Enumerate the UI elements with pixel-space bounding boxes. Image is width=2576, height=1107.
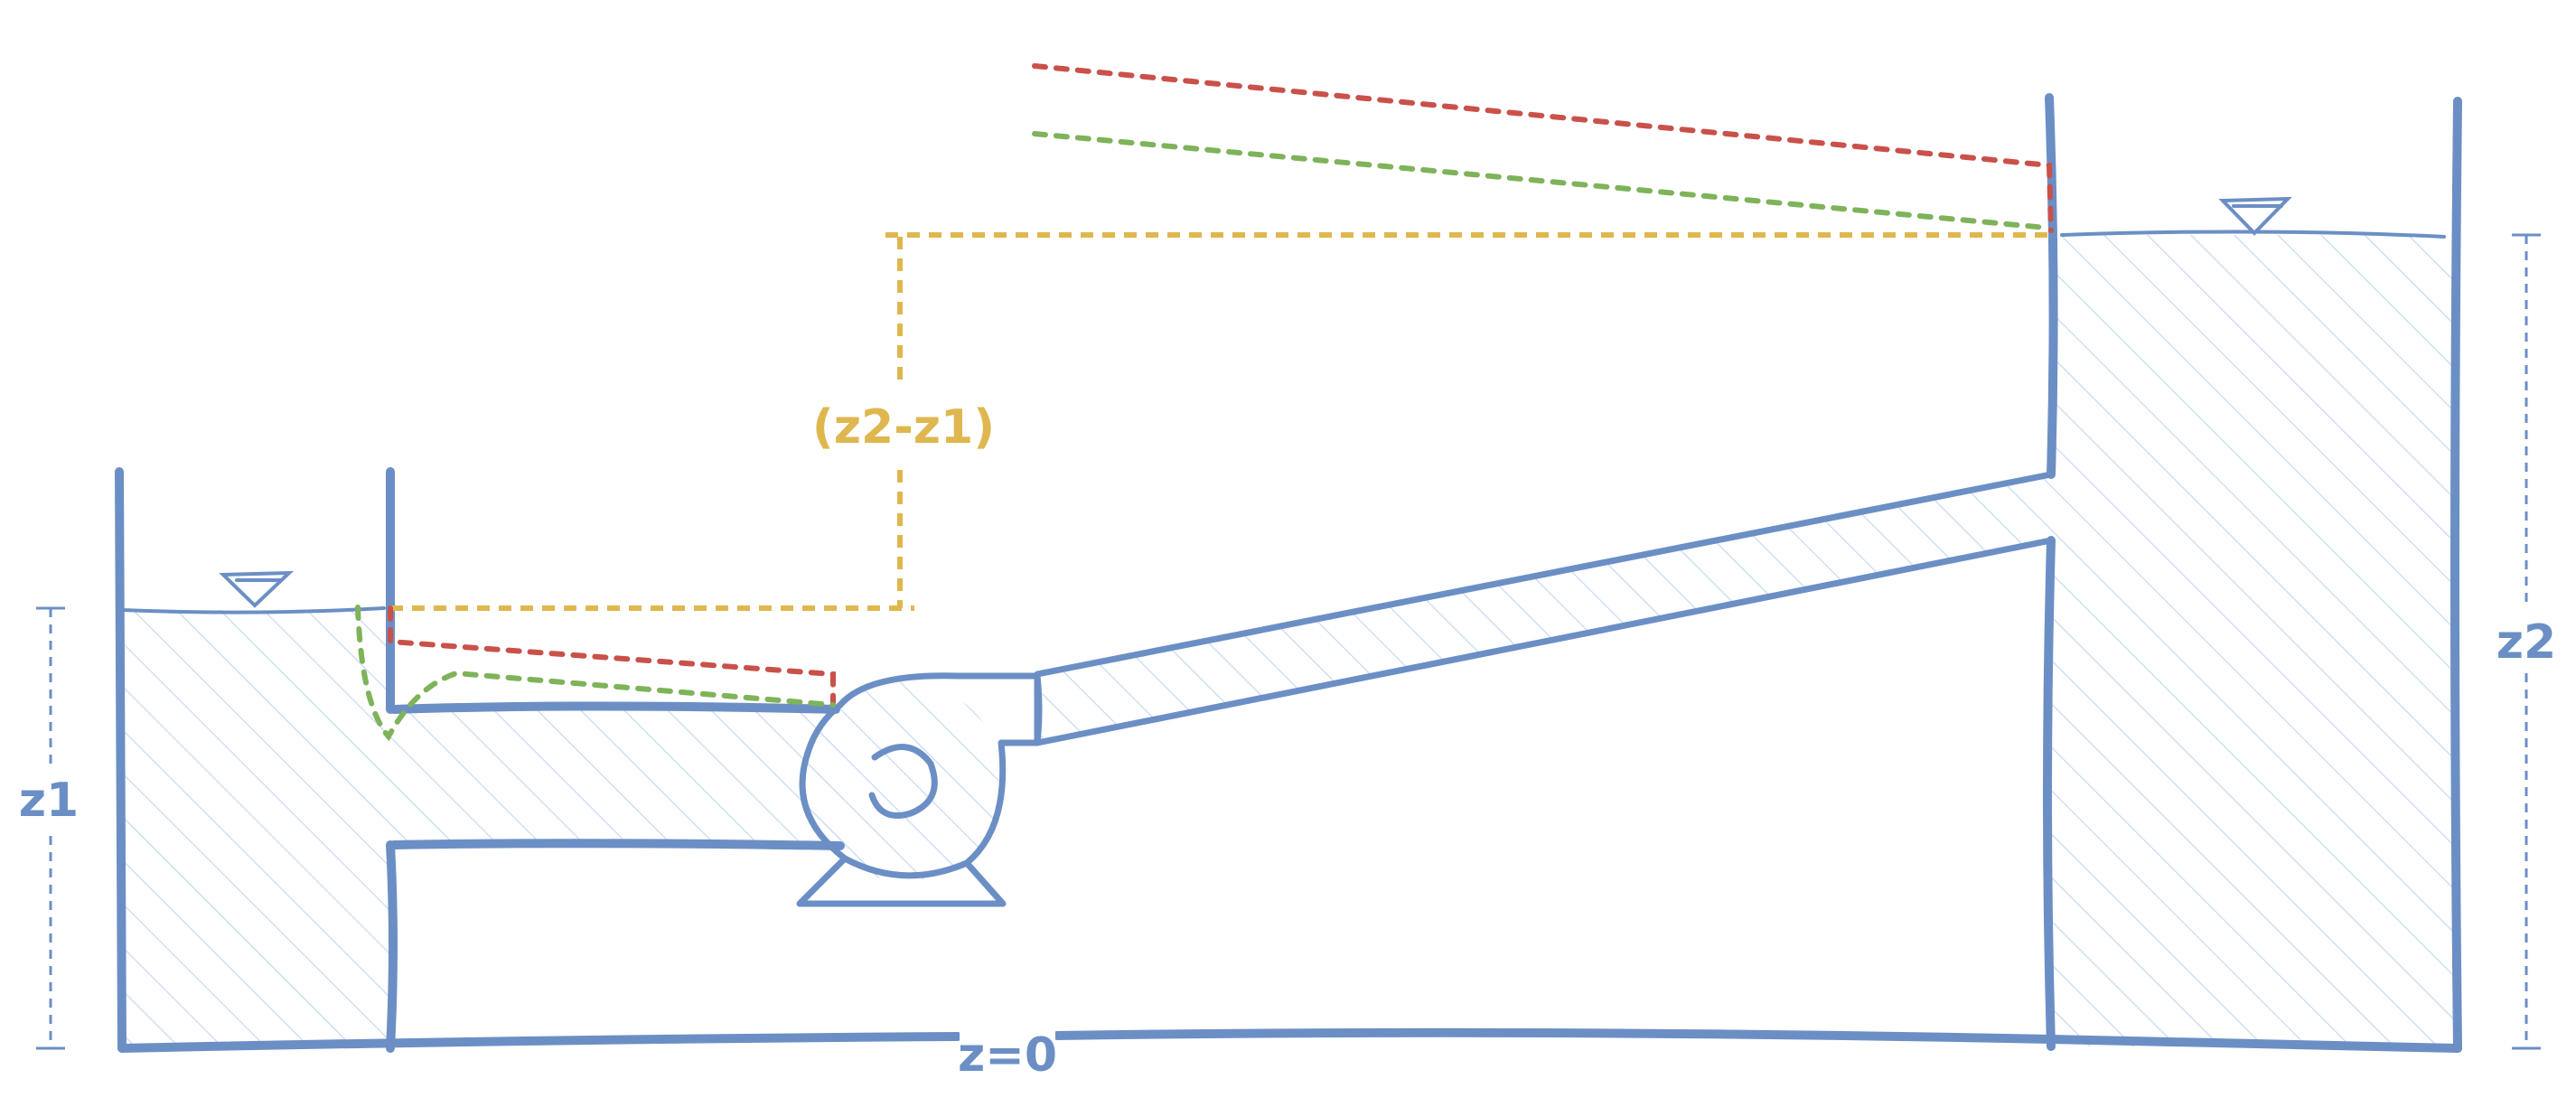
energy-line [388,63,2054,706]
discharge-pipe-top-wall [1034,471,2055,678]
right-tank-inner-wall-lower [2043,536,2056,1051]
elevation-difference: (z2-z1) [390,232,2051,611]
inlet-pipe-water [389,709,840,845]
hydraulic-grade-line-suction [355,605,836,742]
pump-impeller [868,744,938,819]
pump-base [796,855,1007,907]
hydraulic-grade-line-discharge [1032,131,2049,230]
left-tank [115,467,398,1053]
head-difference-label: (z2-z1) [812,400,995,455]
inlet-pipe-bottom-wall [389,839,845,850]
discharge-pipe [1034,471,2055,746]
z1-label: z1 [19,774,79,828]
right-tank-inner-wall-upper [2045,93,2058,479]
water-surface-marker-icon [219,570,295,608]
pump-icon [796,672,1043,907]
datum-label: z=0 [958,1028,1057,1083]
water-fill [122,235,2458,1048]
datum-line: z=0 [117,1021,2462,1083]
left-water-surface [120,606,386,614]
left-tank-inner-wall-lower [386,840,398,1053]
discharge-pipe-water [1037,474,2051,743]
energy-line-discharge [1032,63,2054,233]
datum-base-line [117,1027,2462,1053]
right-tank-water [2051,235,2458,1046]
z2-dimension: z2 [2496,233,2556,1050]
pump-outlet-flange [1034,672,1043,746]
water-surface-marker-icon [2218,196,2292,236]
left-tank-outer-wall [115,467,126,1053]
z2-label: z2 [2496,615,2556,670]
discharge-pipe-bottom-wall [1034,537,2055,746]
right-tank-outer-wall [2450,97,2462,1053]
pump-water [804,682,1003,881]
inlet-pipe-top-wall [389,701,840,714]
inlet-pipe [389,701,845,850]
right-tank [2043,93,2462,1053]
left-tank-water [122,610,389,1048]
z1-dimension: z1 [19,606,79,1050]
datum-label-background [960,1021,1055,1074]
pump-casing [799,672,1041,879]
energy-line-suction [388,605,836,706]
hydraulic-grade-line [355,131,2049,742]
